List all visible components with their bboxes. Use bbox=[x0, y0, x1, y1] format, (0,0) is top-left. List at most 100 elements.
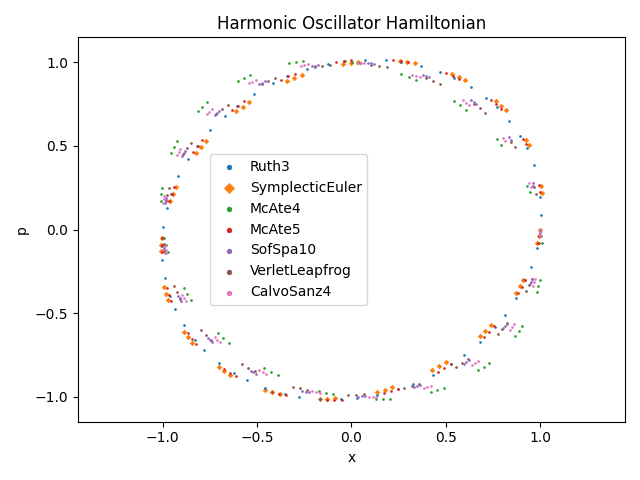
McAte4 bbox=[314, 387, 324, 395]
Ruth3 bbox=[475, 338, 485, 346]
Ruth3 bbox=[315, 396, 325, 403]
SofSpa10 bbox=[205, 336, 215, 344]
SymplecticEuler bbox=[536, 182, 546, 190]
SymplecticEuler bbox=[518, 276, 528, 284]
SofSpa10 bbox=[535, 228, 545, 236]
SymplecticEuler bbox=[330, 395, 340, 402]
CalvoSanz4 bbox=[244, 80, 254, 87]
McAte4 bbox=[432, 386, 442, 394]
McAte5 bbox=[535, 188, 545, 196]
McAte5 bbox=[441, 69, 451, 77]
McAte5 bbox=[239, 97, 249, 105]
SofSpa10 bbox=[175, 295, 185, 302]
VerletLeapfrog bbox=[317, 62, 328, 70]
McAte4 bbox=[259, 364, 269, 372]
SofSpa10 bbox=[506, 136, 516, 144]
SofSpa10 bbox=[535, 231, 545, 239]
SofSpa10 bbox=[209, 111, 220, 119]
SofSpa10 bbox=[420, 72, 431, 80]
SofSpa10 bbox=[307, 62, 317, 70]
McAte5 bbox=[486, 96, 496, 104]
SofSpa10 bbox=[459, 360, 469, 368]
McAte5 bbox=[187, 335, 197, 342]
VerletLeapfrog bbox=[270, 74, 280, 82]
VerletLeapfrog bbox=[529, 183, 539, 191]
Ruth3 bbox=[536, 212, 546, 219]
CalvoSanz4 bbox=[367, 393, 378, 401]
Ruth3 bbox=[500, 311, 510, 319]
SofSpa10 bbox=[257, 79, 267, 86]
McAte5 bbox=[396, 57, 406, 64]
McAte4 bbox=[186, 297, 196, 304]
SymplecticEuler bbox=[474, 333, 484, 340]
Ruth3 bbox=[260, 384, 271, 392]
McAte4 bbox=[410, 76, 420, 84]
VerletLeapfrog bbox=[374, 62, 384, 70]
VerletLeapfrog bbox=[175, 295, 185, 302]
SofSpa10 bbox=[527, 275, 537, 283]
McAte4 bbox=[161, 241, 171, 249]
Ruth3 bbox=[162, 204, 172, 212]
Ruth3 bbox=[191, 143, 202, 150]
VerletLeapfrog bbox=[223, 101, 233, 109]
Ruth3 bbox=[465, 83, 476, 91]
SymplecticEuler bbox=[372, 388, 382, 396]
SymplecticEuler bbox=[289, 74, 300, 82]
SofSpa10 bbox=[504, 133, 514, 141]
SofSpa10 bbox=[248, 369, 259, 376]
McAte5 bbox=[534, 232, 544, 240]
CalvoSanz4 bbox=[470, 359, 480, 367]
McAte5 bbox=[337, 396, 347, 404]
McAte4 bbox=[159, 235, 170, 242]
SymplecticEuler bbox=[535, 226, 545, 233]
McAte5 bbox=[447, 72, 458, 79]
SofSpa10 bbox=[463, 357, 474, 364]
VerletLeapfrog bbox=[469, 100, 479, 108]
CalvoSanz4 bbox=[473, 357, 483, 365]
McAte5 bbox=[495, 105, 506, 113]
VerletLeapfrog bbox=[257, 81, 267, 88]
McAte5 bbox=[227, 107, 237, 114]
SofSpa10 bbox=[298, 387, 308, 395]
CalvoSanz4 bbox=[530, 275, 540, 283]
VerletLeapfrog bbox=[493, 330, 503, 338]
McAte4 bbox=[426, 388, 436, 396]
SofSpa10 bbox=[180, 147, 190, 155]
SymplecticEuler bbox=[480, 327, 490, 335]
SofSpa10 bbox=[471, 100, 481, 108]
SymplecticEuler bbox=[165, 197, 175, 204]
SymplecticEuler bbox=[187, 339, 197, 347]
SofSpa10 bbox=[246, 367, 256, 375]
CalvoSanz4 bbox=[261, 370, 271, 378]
SymplecticEuler bbox=[496, 102, 506, 109]
CalvoSanz4 bbox=[407, 71, 417, 79]
SymplecticEuler bbox=[268, 388, 278, 396]
SofSpa10 bbox=[502, 320, 512, 328]
McAte4 bbox=[328, 390, 339, 398]
McAte4 bbox=[245, 71, 255, 79]
SofSpa10 bbox=[369, 60, 380, 68]
SymplecticEuler bbox=[410, 60, 420, 67]
McAte4 bbox=[517, 322, 527, 329]
CalvoSanz4 bbox=[172, 151, 182, 159]
SofSpa10 bbox=[207, 338, 218, 346]
McAte5 bbox=[491, 100, 501, 108]
McAte5 bbox=[516, 283, 527, 290]
SymplecticEuler bbox=[220, 367, 230, 375]
CalvoSanz4 bbox=[296, 62, 306, 70]
McAte5 bbox=[164, 197, 174, 204]
SofSpa10 bbox=[251, 370, 261, 378]
SymplecticEuler bbox=[183, 334, 193, 341]
McAte5 bbox=[403, 58, 413, 66]
Ruth3 bbox=[157, 242, 167, 250]
Ruth3 bbox=[294, 393, 305, 401]
Ruth3 bbox=[160, 275, 170, 282]
SymplecticEuler bbox=[161, 290, 172, 298]
VerletLeapfrog bbox=[250, 368, 260, 375]
VerletLeapfrog bbox=[502, 319, 512, 327]
McAte5 bbox=[332, 58, 342, 66]
McAte5 bbox=[479, 333, 489, 341]
VerletLeapfrog bbox=[201, 331, 211, 339]
SymplecticEuler bbox=[260, 386, 271, 394]
McAte4 bbox=[479, 363, 489, 371]
